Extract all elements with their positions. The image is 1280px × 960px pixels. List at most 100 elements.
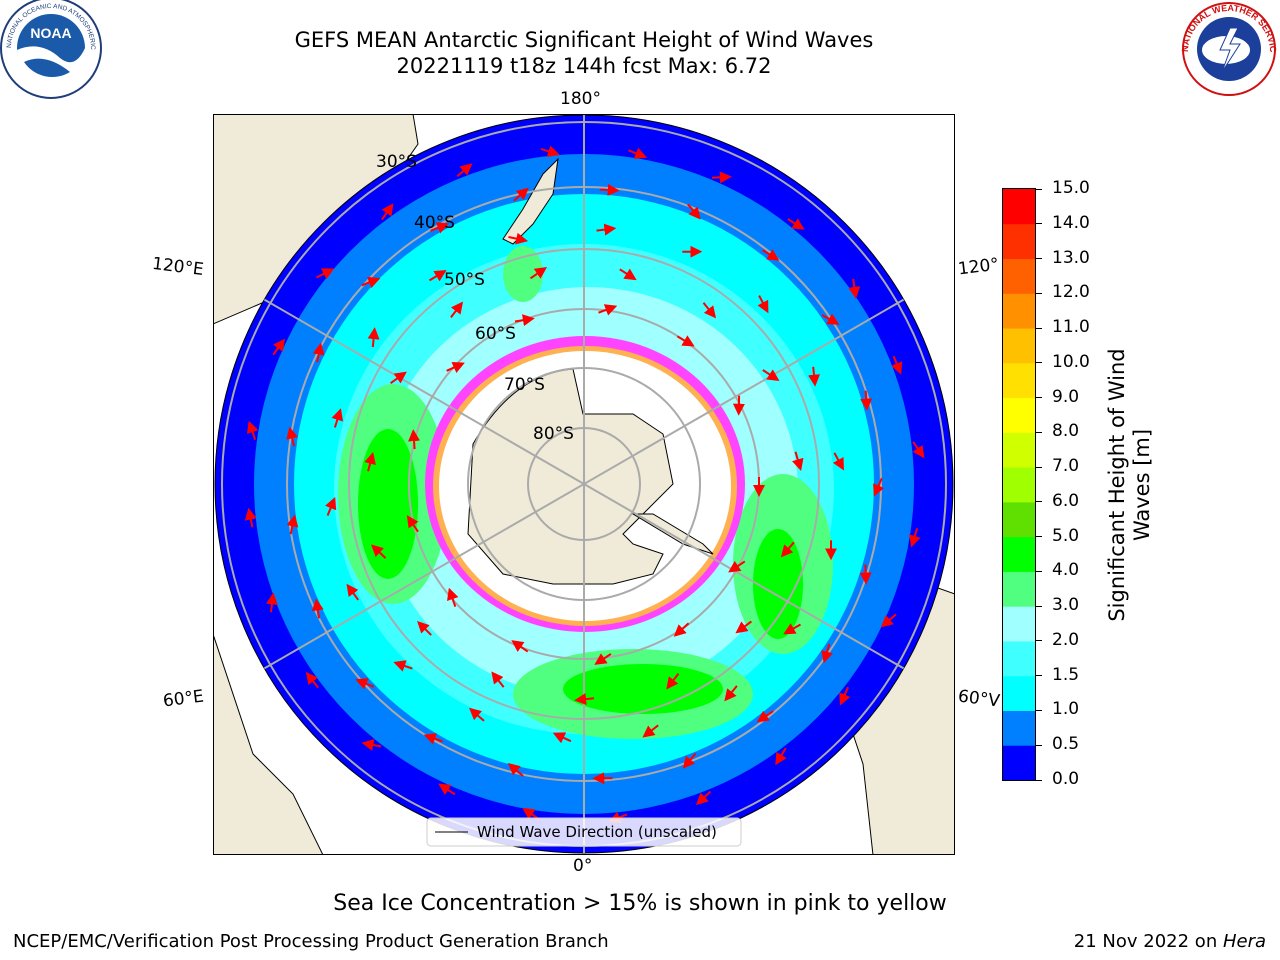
wind-wave-arrow <box>371 544 387 559</box>
wind-wave-arrow <box>821 643 833 664</box>
wind-wave-arrow <box>456 163 473 178</box>
wind-wave-arrow <box>666 672 680 690</box>
wind-wave-arrow <box>859 564 872 585</box>
colorbar-title: Significant Height of Wind Waves [m] <box>1105 348 1154 622</box>
wind-wave-arrow <box>286 514 299 535</box>
colorbar-tick-label: 1.5 <box>1052 664 1080 685</box>
footer-machine: Hera <box>1222 931 1266 952</box>
colorbar-tick-label: 8.0 <box>1052 421 1080 442</box>
wind-wave-arrow <box>305 671 319 689</box>
colorbar-tick-mark <box>1036 709 1042 711</box>
wind-wave-arrow <box>246 420 259 441</box>
wind-wave-arrow <box>596 223 617 236</box>
wind-wave-arrow <box>430 222 450 234</box>
wind-wave-arrow <box>529 267 548 280</box>
wind-wave-arrow <box>676 335 695 347</box>
colorbar-tick-mark <box>1036 431 1042 433</box>
lon-label-120w: 120° <box>956 254 1001 280</box>
colorbar-tick-mark <box>1036 536 1042 538</box>
colorbar-tick-label: 10.0 <box>1052 351 1090 372</box>
wind-wave-arrow <box>272 338 286 356</box>
colorbar-segment <box>1003 606 1035 642</box>
colorbar-segment <box>1003 640 1035 677</box>
colorbar-tick-mark <box>1036 258 1042 260</box>
wind-wave-arrow <box>417 620 432 636</box>
green-swell-south-core <box>563 664 723 714</box>
lon-label-0: 0° <box>573 856 593 876</box>
colorbar-segment <box>1003 397 1035 433</box>
wind-wave-arrow <box>728 560 746 573</box>
lat-label-60s: 60°S <box>475 324 516 344</box>
lon-label-60w: 60°V <box>956 686 1001 712</box>
wind-wave-arrow <box>848 278 861 299</box>
lon-label-120e: 120°E <box>150 253 205 281</box>
wind-wave-arrow <box>331 408 344 428</box>
colorbar-tick-label: 15.0 <box>1052 178 1090 198</box>
wind-wave-arrow <box>325 496 337 516</box>
wind-wave-arrow <box>619 268 637 281</box>
wind-wave-arrow <box>762 249 780 261</box>
lon-label-60e: 60°E <box>161 686 205 712</box>
colorbar-segment <box>1003 501 1035 538</box>
sea-ice-note: Sea Ice Concentration > 15% is shown in … <box>333 891 947 916</box>
wind-wave-arrow <box>316 268 335 280</box>
wind-wave-arrow <box>594 653 612 665</box>
colorbar-tick-label: 11.0 <box>1052 317 1090 338</box>
colorbar-tick-label: 4.0 <box>1052 560 1080 581</box>
wind-wave-arrow <box>508 232 529 245</box>
map-title: GEFS MEAN Antarctic Significant Height o… <box>294 28 874 52</box>
wind-wave-arrow <box>873 477 885 497</box>
map-subtitle: 20221119 t18z 144h fcst Max: 6.72 <box>396 54 772 78</box>
colorbar-tick-mark <box>1036 570 1042 572</box>
wind-wave-arrow <box>757 295 769 314</box>
colorbar-tick-mark <box>1036 188 1042 190</box>
colorbar-tick-mark <box>1036 362 1042 364</box>
colorbar-tick-label: 0.0 <box>1052 769 1080 789</box>
wind-wave-arrow <box>702 302 717 319</box>
colorbar-segment <box>1003 710 1035 746</box>
wind-wave-arrow <box>408 429 421 450</box>
wind-wave-arrow <box>780 541 795 558</box>
colorbar-segment <box>1003 362 1035 399</box>
wind-wave-arrow <box>711 171 732 184</box>
colorbar-tick-label: 7.0 <box>1052 456 1080 477</box>
polar-map: Wind Wave Direction (unscaled) <box>213 114 955 855</box>
wind-wave-arrow <box>511 640 529 653</box>
wind-wave-arrow <box>891 355 903 375</box>
colorbar-segment <box>1003 675 1035 711</box>
wind-wave-arrow <box>574 693 595 706</box>
colorbar-tick-mark <box>1036 327 1042 329</box>
colorbar-tick-label: 0.5 <box>1052 734 1080 755</box>
colorbar-tick-mark <box>1036 779 1042 781</box>
footer-credit: NCEP/EMC/Verification Post Processing Pr… <box>13 931 609 952</box>
wind-wave-arrow <box>860 390 873 411</box>
wind-wave-arrow <box>381 203 394 221</box>
colorbar-tick-mark <box>1036 397 1042 399</box>
colorbar-tick-label: 2.0 <box>1052 629 1080 650</box>
lat-label-70s: 70°S <box>504 375 545 395</box>
wind-wave-arrow <box>687 203 701 220</box>
wind-wave-arrow <box>265 592 278 613</box>
wind-wave-arrow <box>361 276 381 289</box>
wind-wave-arrow <box>514 314 535 327</box>
wind-wave-arrow <box>390 371 407 385</box>
green-swell-west-core <box>358 429 418 579</box>
wind-wave-arrow <box>406 515 419 533</box>
wind-wave-arrow <box>775 747 787 766</box>
wind-wave-arrow <box>446 362 465 374</box>
wind-wave-arrow <box>428 269 447 282</box>
lat-label-50s: 50°S <box>444 270 485 290</box>
wind-wave-arrow <box>540 145 560 158</box>
wind-wave-arrow <box>642 724 659 738</box>
wind-wave-arrow <box>311 598 324 619</box>
wind-wave-arrow <box>312 342 325 363</box>
wind-wave-arrow <box>447 587 459 608</box>
colorbar-tick-mark <box>1036 501 1042 503</box>
legend-label: Wind Wave Direction (unscaled) <box>477 823 717 841</box>
colorbar-segment <box>1003 328 1035 364</box>
wind-wave-arrow <box>912 441 925 459</box>
lat-label-80s: 80°S <box>533 424 574 444</box>
colorbar-segment <box>1003 571 1035 607</box>
colorbar-tick-mark <box>1036 744 1042 746</box>
wind-wave-arrow <box>682 752 697 769</box>
